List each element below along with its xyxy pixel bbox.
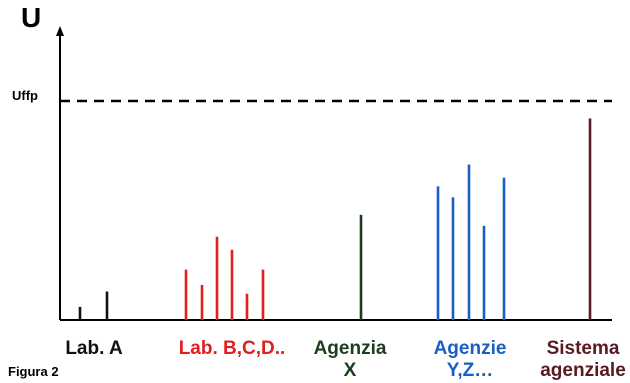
group-label-agenzie-yz: Agenzie Y,Z… [400, 338, 540, 382]
group-label-line: Lab. A [65, 338, 123, 359]
y-axis-arrowhead [56, 26, 64, 36]
reference-line-label: Uffp [12, 88, 38, 103]
group-label-line: X [343, 360, 357, 381]
group-label-line: Y,Z… [446, 360, 494, 381]
group-label-lab-bcd: Lab. B,C,D.. [162, 338, 302, 360]
group-label-line: Agenzie [433, 338, 507, 359]
figure-caption: Figura 2 [8, 364, 59, 379]
group-label-line: Agenzia [313, 338, 387, 359]
group-label-line: Sistema [546, 338, 620, 359]
group-label-sistema: Sistema agenziale [513, 338, 630, 382]
y-axis-label: U [21, 2, 42, 33]
group-label-line: Lab. B,C,D.. [178, 338, 286, 359]
group-label-line: agenziale [540, 360, 626, 381]
group-label-agenzia-x: Agenzia X [280, 338, 420, 382]
group-label-lab-a: Lab. A [24, 338, 164, 360]
